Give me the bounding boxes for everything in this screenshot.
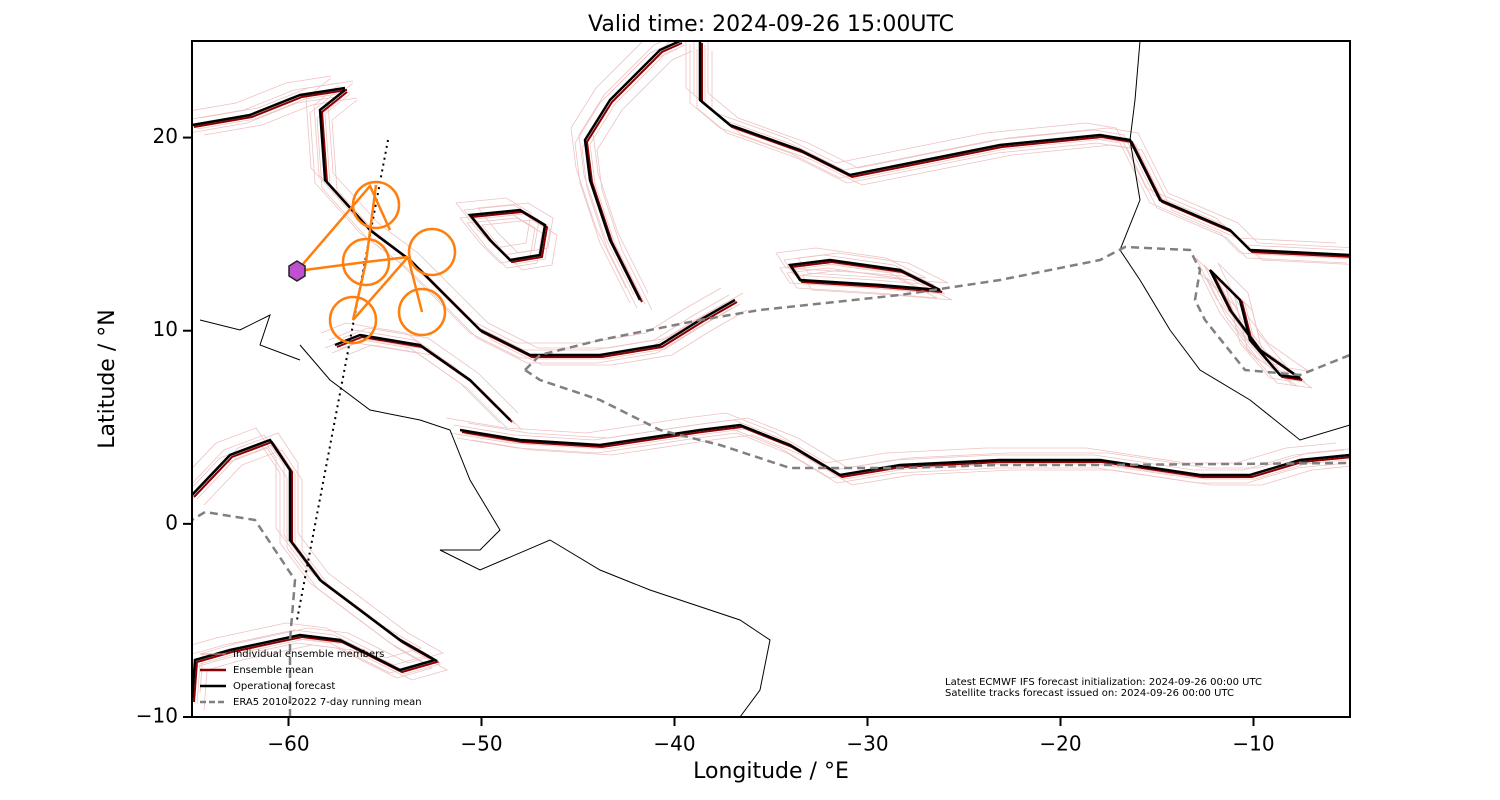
y-tick-label: 20 (153, 124, 178, 148)
y-axis-label: Latitude / °N (95, 309, 120, 448)
x-tick-label: −50 (460, 732, 502, 756)
y-tick-label: −10 (136, 704, 178, 728)
legend: Individual ensemble members Ensemble mean… (200, 649, 422, 708)
coastline (199, 41, 1350, 717)
legend-label: Individual ensemble members (233, 649, 384, 660)
x-tick-label: −20 (1039, 732, 1081, 756)
x-tick-label: −30 (846, 732, 888, 756)
satellite-track (296, 139, 389, 621)
era5-mean (192, 245, 1350, 717)
origin-marker (288, 260, 306, 282)
y-tick-label: 0 (165, 510, 178, 534)
x-tick-label: −40 (653, 732, 695, 756)
y-tick-label: 10 (153, 317, 178, 341)
x-axis-label: Longitude / °E (693, 759, 849, 784)
chart-title: Valid time: 2024-09-26 15:00UTC (588, 12, 954, 37)
map-area (192, 41, 1350, 717)
legend-label: ERA5 2010-2022 7-day running mean (233, 697, 422, 708)
x-tick-label: −60 (267, 732, 309, 756)
legend-label: Operational forecast (233, 681, 335, 692)
legend-label: Ensemble mean (233, 665, 314, 676)
x-tick-label: −10 (1232, 732, 1274, 756)
annotation: Satellite tracks forecast issued on: 202… (945, 688, 1234, 699)
annotation: Latest ECMWF IFS forecast initialization… (945, 677, 1262, 688)
plot-frame (191, 40, 1351, 718)
flight-plan (296, 180, 457, 345)
